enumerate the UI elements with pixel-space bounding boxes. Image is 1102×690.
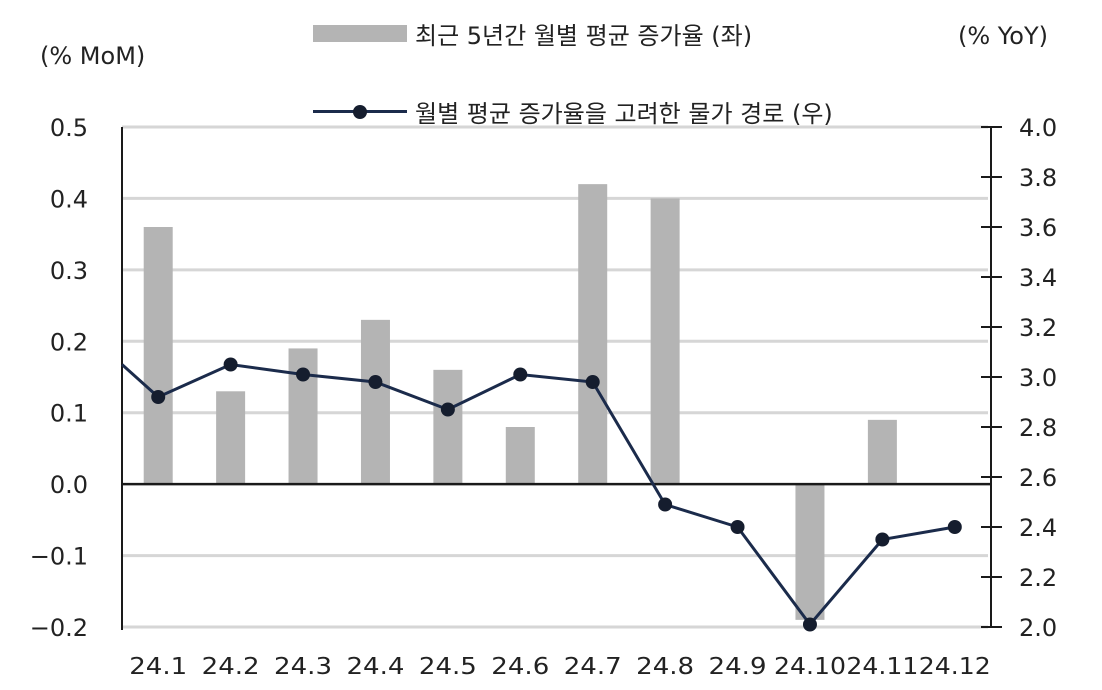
line-series <box>120 357 962 632</box>
line-marker-24.1 <box>151 390 166 404</box>
x-tick-label: 24.1 <box>129 654 187 680</box>
left-axis-tick-labels: 0.5 0.4 0.3 0.2 0.1 0.0 −0.1 −0.2 <box>30 114 88 642</box>
x-tick-label: 24.9 <box>709 654 767 680</box>
gridlines <box>122 125 988 629</box>
x-tick-label: 24.11 <box>846 654 918 680</box>
legend-item-line: 월별 평균 증가율을 고려한 물가 경로 (우) <box>313 94 833 129</box>
right-tick-label: 3.6 <box>1019 214 1057 242</box>
right-tick-label: 3.4 <box>1019 264 1057 292</box>
legend-bar-label: 최근 5년간 월별 평균 증가율 (좌) <box>415 22 753 50</box>
line-marker-24.8 <box>658 497 673 512</box>
bar-24.2 <box>216 391 246 485</box>
bar-24.10 <box>795 484 825 620</box>
right-tick-label: 3.2 <box>1019 314 1057 342</box>
right-tick-label: 4.0 <box>1019 114 1057 142</box>
x-tick-label: 24.6 <box>491 654 549 680</box>
axes <box>121 126 1002 630</box>
line-marker-24.9 <box>730 520 745 534</box>
left-tick-label: 0.3 <box>50 257 88 285</box>
legend-bar-swatch <box>313 25 407 42</box>
line-marker-24.11 <box>875 532 890 547</box>
x-tick-label: 24.2 <box>202 654 260 680</box>
right-tick-label: 2.6 <box>1019 464 1057 492</box>
right-tick-label: 2.8 <box>1019 414 1057 442</box>
x-tick-label: 24.8 <box>636 654 694 680</box>
x-tick-label: 24.12 <box>919 654 991 680</box>
x-tick-label: 24.4 <box>346 654 404 680</box>
line-marker-24.12 <box>947 520 962 534</box>
x-tick-label: 24.5 <box>419 654 477 680</box>
bar-24.8 <box>650 198 680 485</box>
right-tick-label: 2.0 <box>1019 614 1057 642</box>
line-marker-24.7 <box>585 375 600 389</box>
line-marker-24.6 <box>513 367 528 382</box>
left-tick-label: 0.5 <box>50 114 88 142</box>
left-tick-label: 0.1 <box>50 400 88 428</box>
legend-item-bar: 최근 5년간 월별 평균 증가율 (좌) <box>313 16 752 51</box>
right-axis-tick-labels: 4.0 3.8 3.6 3.4 3.2 3.0 2.8 2.6 2.4 2.2 2.0 <box>1019 114 1057 642</box>
right-tick-label: 2.2 <box>1019 564 1057 592</box>
left-axis-title: (% MoM) <box>40 42 146 70</box>
bar-24.7 <box>578 184 608 485</box>
legend-line-label: 월별 평균 증가율을 고려한 물가 경로 (우) <box>415 100 833 128</box>
left-tick-label: 0.0 <box>50 471 88 499</box>
bar-24.11 <box>867 419 897 485</box>
right-tick-label: 3.0 <box>1019 364 1057 392</box>
line-marker-24.3 <box>296 367 311 382</box>
line-marker-24.4 <box>368 375 383 389</box>
left-tick-label: −0.2 <box>30 614 88 642</box>
legend-line-swatch <box>313 103 407 120</box>
right-tick-label: 2.4 <box>1019 514 1057 542</box>
bar-24.5 <box>433 369 463 485</box>
bar-series <box>143 184 897 620</box>
right-axis-title: (% YoY) <box>958 22 1048 50</box>
line-marker-24.5 <box>440 402 455 417</box>
bar-24.1 <box>143 227 173 485</box>
line-marker-24.10 <box>802 617 817 632</box>
x-tick-label: 24.10 <box>774 654 846 680</box>
bar-24.4 <box>360 319 390 485</box>
right-tick-label: 3.8 <box>1019 164 1057 192</box>
x-tick-label: 24.3 <box>274 654 332 680</box>
left-tick-label: 0.4 <box>50 185 88 213</box>
line-marker-24.2 <box>223 357 238 372</box>
x-axis-tick-labels: 24.1 24.2 24.3 24.4 24.5 24.6 24.7 24.8 24.9 24.1… <box>129 654 991 680</box>
left-tick-label: 0.2 <box>50 328 88 356</box>
left-tick-label: −0.1 <box>30 543 88 571</box>
x-tick-label: 24.7 <box>564 654 622 680</box>
bar-24.6 <box>505 427 535 485</box>
price-path-line <box>120 362 956 627</box>
